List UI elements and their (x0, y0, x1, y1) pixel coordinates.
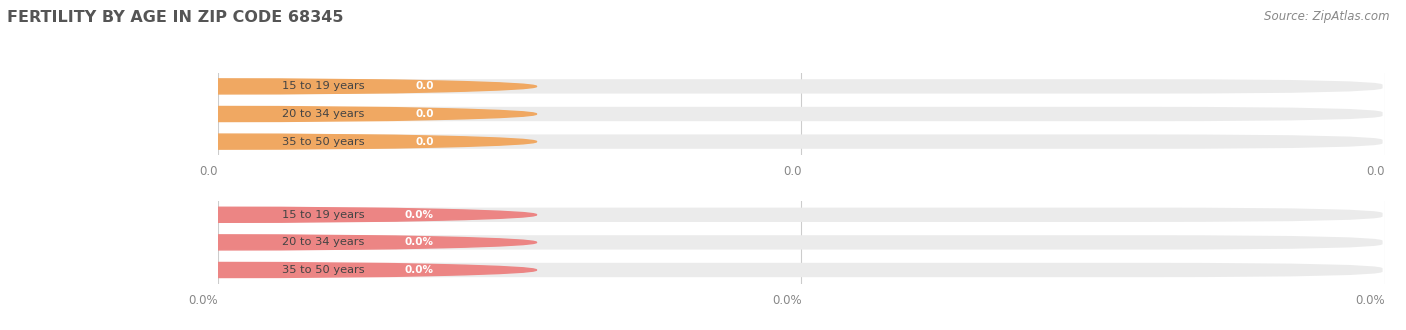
Text: 0.0: 0.0 (783, 165, 801, 178)
Text: 15 to 19 years: 15 to 19 years (283, 82, 364, 91)
FancyBboxPatch shape (207, 208, 454, 222)
FancyBboxPatch shape (207, 107, 454, 121)
Circle shape (0, 107, 537, 121)
FancyBboxPatch shape (207, 235, 454, 249)
Text: 0.0%: 0.0% (405, 265, 434, 275)
Text: 0.0: 0.0 (1367, 165, 1385, 178)
FancyBboxPatch shape (207, 134, 454, 149)
Circle shape (0, 134, 537, 149)
Text: 0.0: 0.0 (200, 165, 218, 178)
Text: 35 to 50 years: 35 to 50 years (283, 137, 364, 147)
Text: 0.0%: 0.0% (405, 237, 434, 248)
FancyBboxPatch shape (221, 134, 1382, 149)
Text: 15 to 19 years: 15 to 19 years (283, 210, 364, 220)
FancyBboxPatch shape (221, 79, 1382, 94)
Text: 20 to 34 years: 20 to 34 years (283, 237, 364, 248)
FancyBboxPatch shape (221, 263, 1382, 277)
Text: 0.0: 0.0 (415, 82, 434, 91)
Circle shape (0, 235, 537, 250)
FancyBboxPatch shape (221, 208, 1382, 222)
FancyBboxPatch shape (207, 79, 454, 94)
Text: 0.0: 0.0 (415, 137, 434, 147)
Text: FERTILITY BY AGE IN ZIP CODE 68345: FERTILITY BY AGE IN ZIP CODE 68345 (7, 10, 343, 25)
Text: 0.0%: 0.0% (1355, 294, 1385, 307)
Text: 20 to 34 years: 20 to 34 years (283, 109, 364, 119)
Text: 0.0%: 0.0% (772, 294, 801, 307)
FancyBboxPatch shape (221, 107, 1382, 121)
Circle shape (0, 79, 537, 94)
Circle shape (0, 207, 537, 222)
Text: 0.0%: 0.0% (405, 210, 434, 220)
Text: 0.0%: 0.0% (188, 294, 218, 307)
Circle shape (0, 262, 537, 278)
Text: 35 to 50 years: 35 to 50 years (283, 265, 364, 275)
Text: Source: ZipAtlas.com: Source: ZipAtlas.com (1264, 10, 1389, 23)
FancyBboxPatch shape (221, 235, 1382, 249)
FancyBboxPatch shape (207, 263, 454, 277)
Text: 0.0: 0.0 (415, 109, 434, 119)
